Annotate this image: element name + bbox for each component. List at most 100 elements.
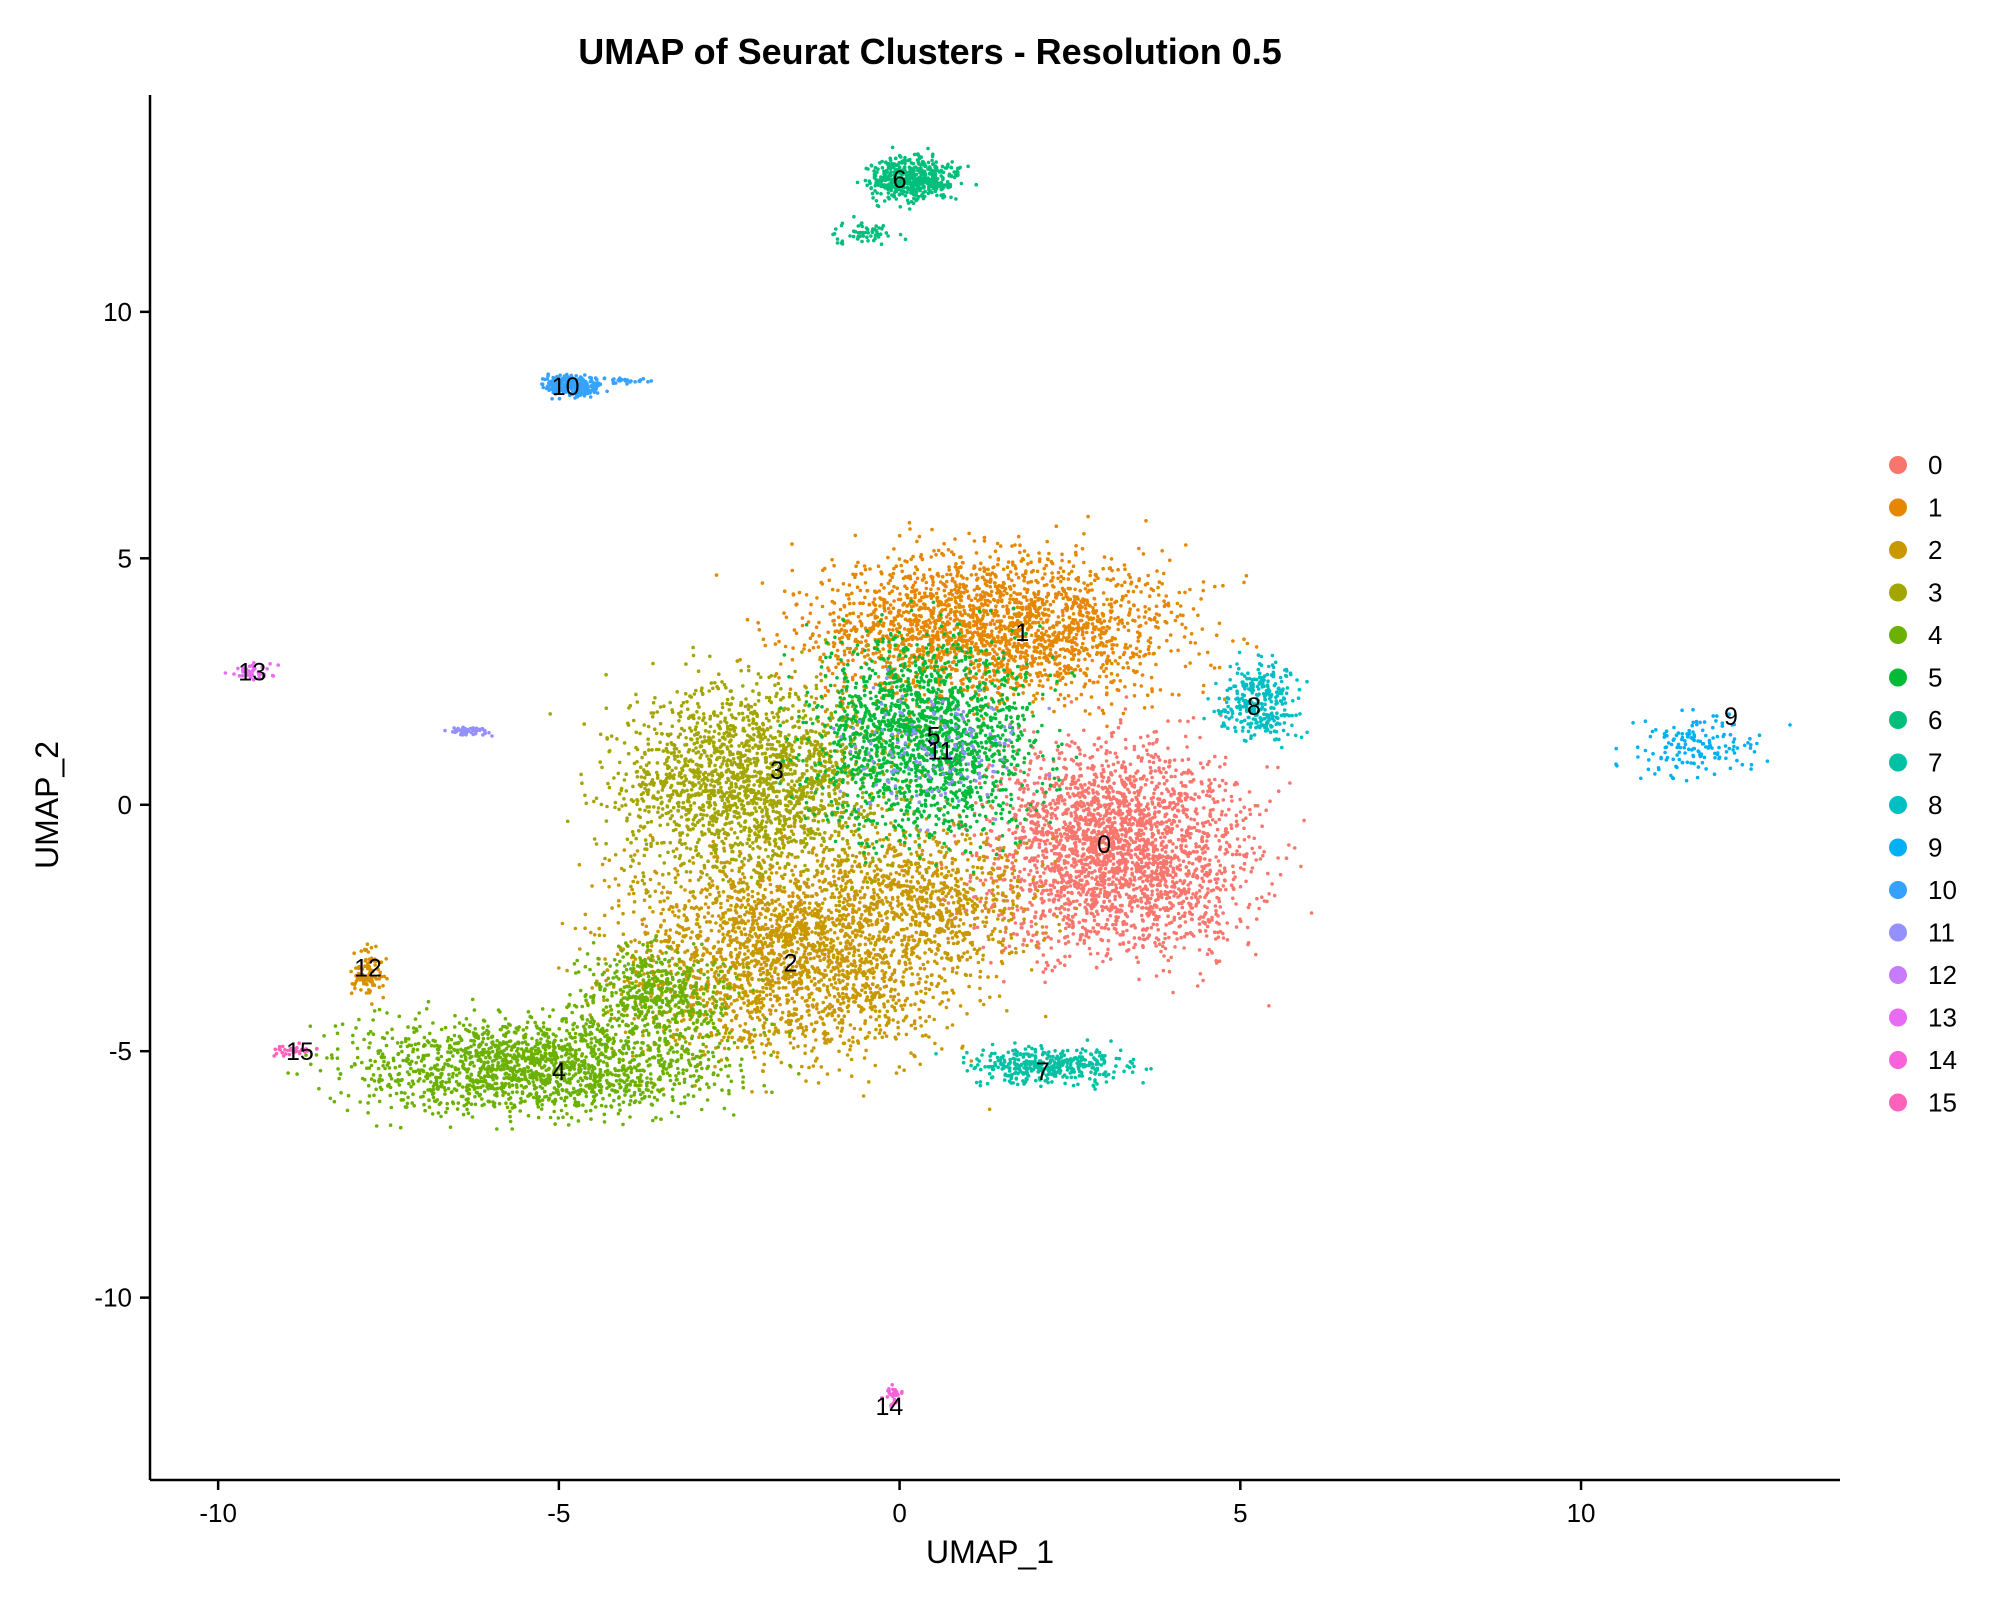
cell-point <box>1031 614 1036 618</box>
cell-point <box>1018 605 1023 610</box>
cell-point <box>1199 597 1203 601</box>
cell-point <box>1028 661 1033 666</box>
cell-point <box>1067 744 1072 748</box>
cell-point <box>1047 787 1052 791</box>
cell-point <box>1168 758 1172 763</box>
cell-point <box>802 643 807 647</box>
cell-point <box>1219 812 1224 817</box>
cell-point <box>1038 679 1042 683</box>
cell-point <box>1126 787 1130 792</box>
cell-point <box>1097 627 1101 632</box>
cell-point <box>1156 928 1160 932</box>
cell-point <box>1198 735 1202 740</box>
cell-point <box>804 593 809 597</box>
cell-point <box>1145 839 1149 844</box>
cell-point <box>953 599 958 603</box>
cell-point <box>1136 635 1141 640</box>
cell-point <box>1040 891 1044 896</box>
cell-point <box>1029 827 1033 831</box>
cell-point <box>993 581 997 585</box>
cell-point <box>804 1079 808 1083</box>
cell-point <box>1064 775 1068 780</box>
cell-point <box>874 607 878 612</box>
cell-point <box>1129 855 1133 860</box>
cell-point <box>1141 945 1145 949</box>
cell-point <box>1159 841 1164 845</box>
cell-point <box>1074 830 1078 835</box>
cell-point <box>1148 641 1153 645</box>
cell-point <box>807 906 812 910</box>
cell-point <box>1167 921 1172 926</box>
cell-point <box>1078 752 1082 756</box>
cell-point <box>1036 823 1041 828</box>
cell-point <box>1245 925 1250 930</box>
cell-point <box>834 665 838 670</box>
cell-point <box>1118 808 1122 813</box>
cell-point <box>1156 938 1161 942</box>
cell-point <box>1098 822 1103 827</box>
cell-point <box>1252 836 1256 841</box>
cell-point <box>965 638 970 643</box>
cell-point <box>1150 889 1154 894</box>
cell-point <box>1078 902 1082 907</box>
cell-point <box>1130 815 1134 820</box>
cell-point <box>1073 647 1078 652</box>
cell-point <box>892 547 896 551</box>
cell-point <box>1032 781 1037 786</box>
cell-point <box>1083 606 1088 611</box>
cell-point <box>1138 623 1143 628</box>
cell-point <box>1128 644 1133 648</box>
cell-point <box>1136 608 1140 612</box>
cell-point <box>1069 811 1073 815</box>
cell-point <box>1114 919 1118 923</box>
cell-point <box>1096 680 1100 684</box>
cell-point <box>975 584 980 589</box>
cell-point <box>1010 620 1015 625</box>
cell-point <box>838 607 843 612</box>
cell-point <box>1041 626 1045 630</box>
cell-point <box>1195 821 1200 826</box>
cell-point <box>1029 597 1034 602</box>
cell-point <box>940 608 945 612</box>
cell-point <box>1051 798 1055 803</box>
cell-point <box>1134 778 1138 782</box>
cell-point <box>988 573 993 577</box>
cell-point <box>903 559 907 563</box>
cell-point <box>1138 661 1142 666</box>
cell-point <box>863 595 867 600</box>
cell-point <box>1161 571 1166 576</box>
cell-point <box>1036 598 1040 602</box>
cell-point <box>1090 630 1095 635</box>
cell-point <box>958 565 963 570</box>
cell-point <box>1181 613 1185 618</box>
cell-point <box>1007 944 1012 949</box>
cell-point <box>1082 789 1087 793</box>
cell-point <box>972 539 977 543</box>
cell-point <box>977 781 982 786</box>
cell-point <box>972 895 976 899</box>
cell-point <box>1079 816 1084 820</box>
cell-point <box>1129 909 1134 913</box>
cell-point <box>1111 856 1116 861</box>
cell-point <box>1097 894 1101 899</box>
cell-point <box>1174 768 1178 772</box>
cell-point <box>963 634 967 638</box>
cell-point <box>1138 649 1142 654</box>
cell-point <box>1188 587 1192 592</box>
cell-point <box>1052 851 1057 856</box>
cell-point <box>935 572 940 577</box>
cell-point <box>1115 846 1119 851</box>
cell-point <box>907 642 911 647</box>
cell-point <box>971 675 976 679</box>
cell-point <box>1243 854 1247 858</box>
cell-point <box>1018 672 1023 677</box>
cell-point <box>1184 784 1188 789</box>
cell-point <box>1141 879 1145 884</box>
cell-point <box>1186 890 1191 895</box>
cell-point <box>1267 892 1271 896</box>
cell-point <box>1169 955 1173 960</box>
cell-point <box>1050 609 1054 614</box>
cell-point <box>1082 941 1087 945</box>
cell-point <box>1172 918 1176 922</box>
cell-point <box>1089 906 1094 911</box>
